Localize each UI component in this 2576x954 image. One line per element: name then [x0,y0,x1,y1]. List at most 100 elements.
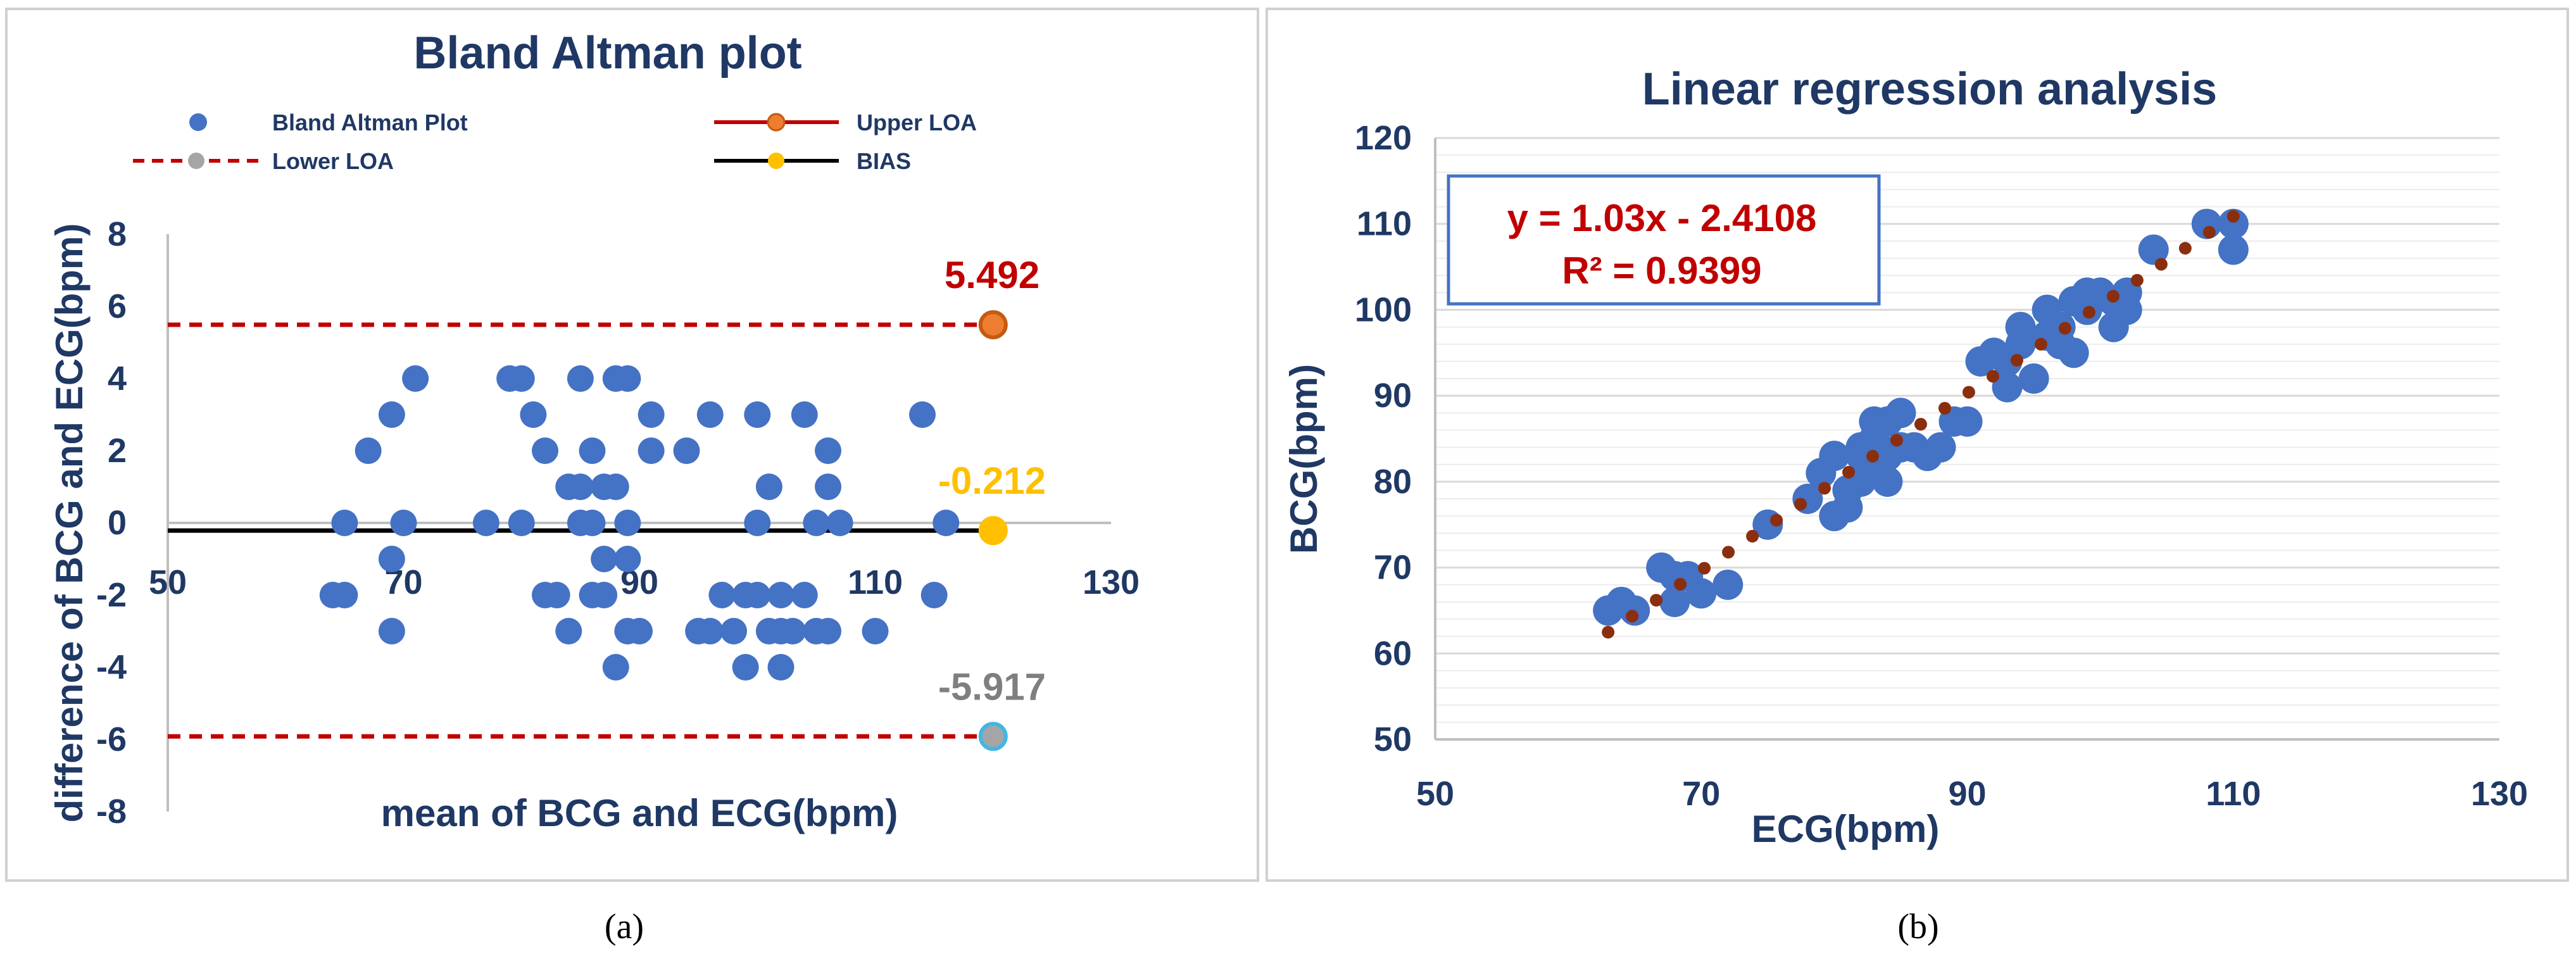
y-tick-label: -6 [96,720,127,758]
x-tick-label: 110 [848,563,903,601]
r-squared: R² = 0.9399 [1562,249,1761,292]
legend-label-upper-loa: Upper LOA [857,110,977,135]
data-point [2218,208,2249,239]
trendline-dot [1602,625,1615,639]
x-tick-labels: 50 70 90 110 130 [149,563,1140,601]
data-point [673,437,700,464]
x-axis-label: ECG(bpm) [1752,808,1940,850]
legend-label-lower-loa: Lower LOA [272,148,394,174]
data-point [862,618,889,644]
data-point [331,582,358,608]
data-point [2138,234,2169,265]
trendline-dot [1914,418,1927,431]
data-point [579,510,606,536]
trendline-dot [1866,449,1879,463]
lower-loa-value-label: -5.917 [938,665,1046,708]
x-tick-label: 130 [1083,563,1140,601]
data-point [920,582,948,608]
y-tick-label: 60 [1374,634,1412,672]
x-axis-label: mean of BCG and ECG(bpm) [381,792,898,834]
data-point [543,582,570,608]
data-point [579,437,606,464]
data-point [602,474,629,500]
data-point [732,654,759,681]
caption-a: (a) [605,907,644,946]
data-point [567,474,594,500]
data-point [626,618,653,644]
chart-title: Linear regression analysis [1642,64,2217,115]
trendline-dot [2082,306,2095,319]
y-axis-label: difference of BCG and ECG(bpm) [48,223,91,823]
upper-loa-value-label: 5.492 [945,254,1040,296]
x-tick-label: 130 [2471,775,2528,813]
data-point [638,401,665,428]
data-point [378,401,405,428]
trendline-dot [1890,434,1903,447]
trendline-dot [2058,322,2071,335]
lower-loa-marker [978,722,1008,751]
data-point [614,365,641,392]
trendline-dot [2154,258,2168,271]
data-point [1885,398,1916,429]
data-point [567,365,594,392]
data-point [767,654,795,681]
data-point [402,365,429,392]
trendline-dot [2202,225,2216,239]
data-point [638,437,665,464]
data-point [696,401,724,428]
legend-marker-lower-loa [188,153,204,169]
trendline-dot [2106,289,2120,303]
data-point [508,365,535,392]
data-point [1819,441,1850,472]
trendline-dot [1962,386,1975,399]
legend-marker-bias [768,153,784,169]
data-point [508,510,535,536]
y-tick-labels: 120 110 100 90 80 70 60 50 [1355,119,1412,758]
y-tick-label: -4 [96,648,127,686]
y-tick-label: 6 [108,287,127,325]
data-point [614,546,641,572]
data-point [390,510,417,536]
data-point [602,654,629,681]
data-point [2218,234,2249,265]
trendline-dot [2130,273,2144,287]
data-point [815,437,841,464]
data-point [779,618,807,644]
data-point [2005,329,2036,360]
bias-marker [978,516,1008,546]
data-point [767,582,795,608]
data-point [591,546,618,572]
data-point [744,401,771,428]
x-tick-labels: 50 70 90 110 130 [1416,775,2528,813]
equation-box [1447,174,1881,306]
data-point [1992,372,2023,403]
regression-equation: y = 1.03x - 2.4108 [1507,197,1817,239]
x-tick-label: 70 [1682,775,1720,813]
chart-title: Bland Altman plot [413,28,801,78]
data-point [1686,578,1717,609]
data-point [2058,337,2089,368]
caption-b: (b) [1897,907,1938,946]
data-point [1872,466,1903,497]
x-tick-label: 90 [1948,775,1986,813]
data-point [755,474,782,500]
data-point [520,401,547,428]
trendline-dot [1770,513,1783,527]
data-point [378,618,405,644]
trendline-dot [1698,562,1711,575]
data-point [1925,432,1956,463]
y-tick-label: 0 [108,504,127,542]
trendline-dot [1722,546,1735,559]
y-tick-label: -2 [96,576,127,614]
trendline-dot [1986,370,1999,383]
x-tick-label: 50 [1416,775,1454,813]
trendline-dot [1650,594,1663,607]
scatter-points [319,365,960,681]
data-point [331,510,358,536]
x-tick-label: 110 [2206,775,2261,813]
legend-label-bias: BIAS [857,148,911,174]
data-point [1952,406,1983,437]
data-point [696,618,724,644]
data-point [708,582,736,608]
x-tick-label: 50 [149,563,187,601]
